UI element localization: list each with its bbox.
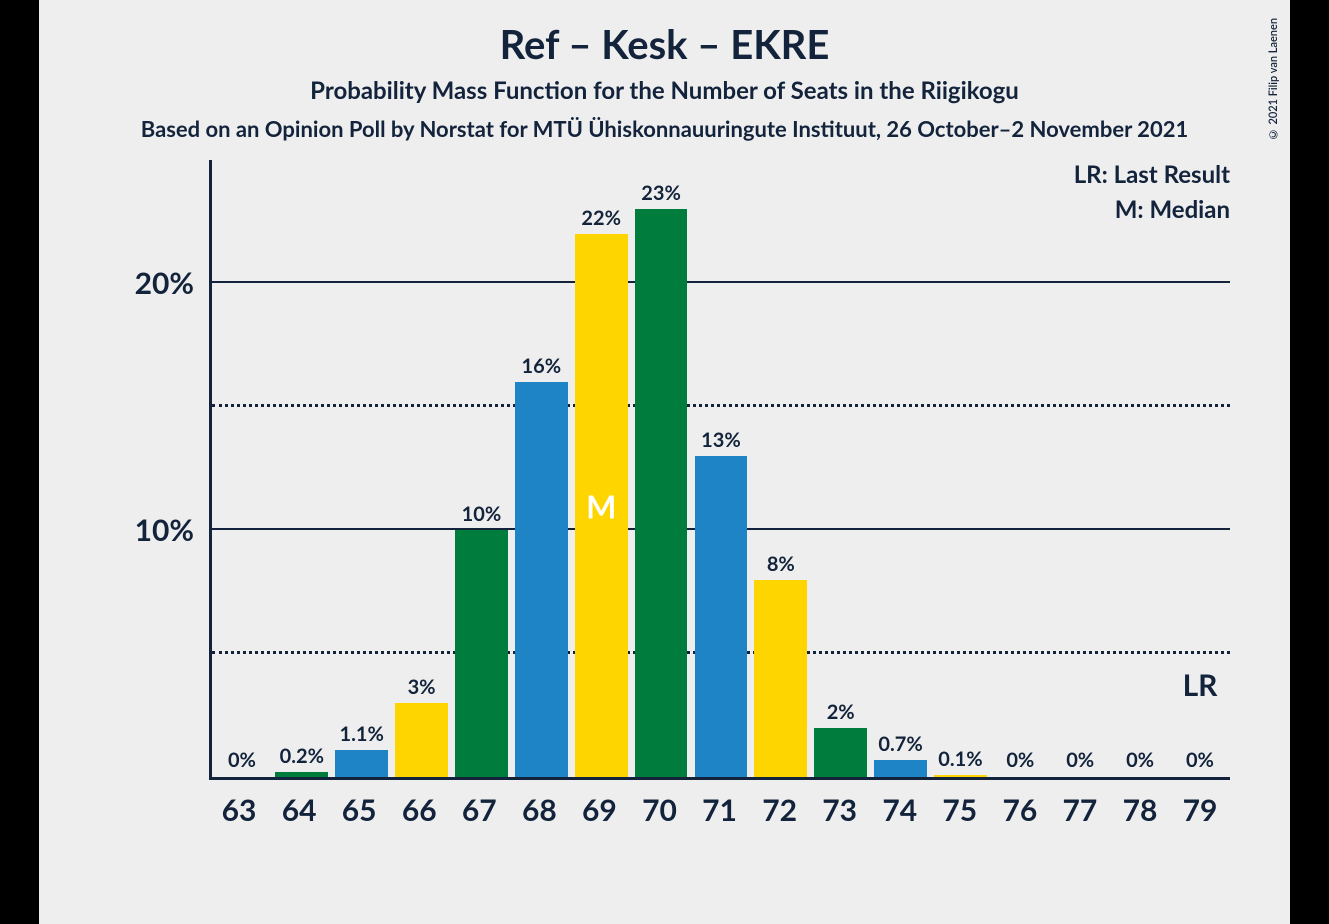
bar-value-label: 8% [767, 552, 795, 576]
bar: 0% [994, 776, 1047, 777]
y-tick-label: 20% [135, 265, 212, 301]
bar-slot: 10% [452, 160, 512, 777]
chart-source-line: Based on an Opinion Poll by Norstat for … [69, 115, 1260, 142]
bar-value-label: 0.2% [280, 744, 324, 768]
bar-value-label: 0% [1066, 748, 1094, 772]
bar: 13% [695, 456, 748, 777]
bar-slot: 3% [392, 160, 452, 777]
bar-value-label: 3% [408, 675, 436, 699]
median-marker: M [586, 486, 616, 525]
bar-value-label: 0.1% [938, 747, 982, 771]
bar: 0% [1114, 776, 1167, 777]
letterbox-left [0, 0, 39, 924]
chart-title: Ref – Kesk – EKRE [69, 20, 1260, 68]
bar-value-label: 10% [462, 502, 502, 526]
bar: 22%M [575, 234, 628, 777]
bar: 1.1% [335, 750, 388, 777]
bar: 0% [1054, 776, 1107, 777]
bar-value-label: 22% [581, 206, 621, 230]
bar-value-label: 23% [641, 181, 681, 205]
x-tick-label: 75 [930, 780, 990, 840]
x-tick-label: 74 [870, 780, 930, 840]
bar: 10% [455, 530, 508, 777]
x-tick-label: 78 [1110, 780, 1170, 840]
chart-subtitle: Probability Mass Function for the Number… [69, 76, 1260, 105]
bar-slot: 16% [511, 160, 571, 777]
x-tick-label: 79 [1170, 780, 1230, 840]
x-tick-label: 69 [569, 780, 629, 840]
bar-value-label: 0% [1006, 748, 1034, 772]
x-tick-label: 67 [449, 780, 509, 840]
bar: 16% [515, 382, 568, 777]
plot-frame: 10%20% 0%0.2%1.1%3%10%16%22%M23%13%8%2%0… [209, 160, 1230, 780]
bar: 0% [1174, 776, 1227, 777]
letterbox-right [1290, 0, 1329, 924]
x-tick-label: 71 [690, 780, 750, 840]
x-tick-label: 68 [509, 780, 569, 840]
bar: 0% [216, 776, 269, 777]
bar: 0.2% [275, 772, 328, 777]
bar-value-label: 2% [827, 700, 855, 724]
x-axis-labels: 6364656667686970717273747576777879 [209, 780, 1230, 840]
bar-slot: 22% M [571, 160, 631, 777]
x-tick-label: 63 [209, 780, 269, 840]
lr-marker: LR [1183, 667, 1218, 703]
chart-card: © 2021 Filip van Laenen Ref – Kesk – EKR… [39, 0, 1290, 924]
bar: 2% [814, 728, 867, 777]
bar-slot: 0.2% [272, 160, 332, 777]
bar: 3% [395, 703, 448, 777]
bars-container: 0%0.2%1.1%3%10%16%22%M23%13%8%2%0.7%0.1%… [212, 160, 1230, 777]
bar-slot: 0% [212, 160, 272, 777]
bar-value-label: 0% [1126, 748, 1154, 772]
bar-value-label: 13% [701, 428, 741, 452]
bar-slot: 0% [1110, 160, 1170, 777]
bar-slot: 0% [1050, 160, 1110, 777]
bar-value-label: 0% [1186, 748, 1214, 772]
bar: 8% [754, 580, 807, 777]
x-tick-label: 70 [629, 780, 689, 840]
bar-slot: 0.7% [871, 160, 931, 777]
bar-slot: 8% [751, 160, 811, 777]
bar-value-label: 0.7% [878, 732, 922, 756]
y-tick-label: 10% [135, 512, 212, 548]
x-tick-label: 77 [1050, 780, 1110, 840]
bar-slot: 0% [990, 160, 1050, 777]
bar: 0.1% [934, 775, 987, 777]
plot-area: LR: Last Result M: Median 10%20% 0%0.2%1… [119, 160, 1230, 840]
bar: 23% [635, 209, 688, 777]
x-tick-label: 73 [810, 780, 870, 840]
x-tick-label: 76 [990, 780, 1050, 840]
x-tick-label: 64 [269, 780, 329, 840]
x-tick-label: 72 [750, 780, 810, 840]
bar-value-label: 0% [228, 748, 256, 772]
bar-value-label: 16% [522, 354, 562, 378]
bar-slot: 1.1% [332, 160, 392, 777]
x-tick-label: 65 [329, 780, 389, 840]
x-tick-label: 66 [389, 780, 449, 840]
copyright-text: © 2021 Filip van Laenen [1267, 18, 1280, 140]
page-root: © 2021 Filip van Laenen Ref – Kesk – EKR… [0, 0, 1329, 924]
bar-slot: 13% [691, 160, 751, 777]
bar-slot: 23% [631, 160, 691, 777]
bar-value-label: 1.1% [340, 722, 384, 746]
bar: 0.7% [874, 760, 927, 777]
bar-slot: 0.1% [931, 160, 991, 777]
bar-slot: 2% [811, 160, 871, 777]
